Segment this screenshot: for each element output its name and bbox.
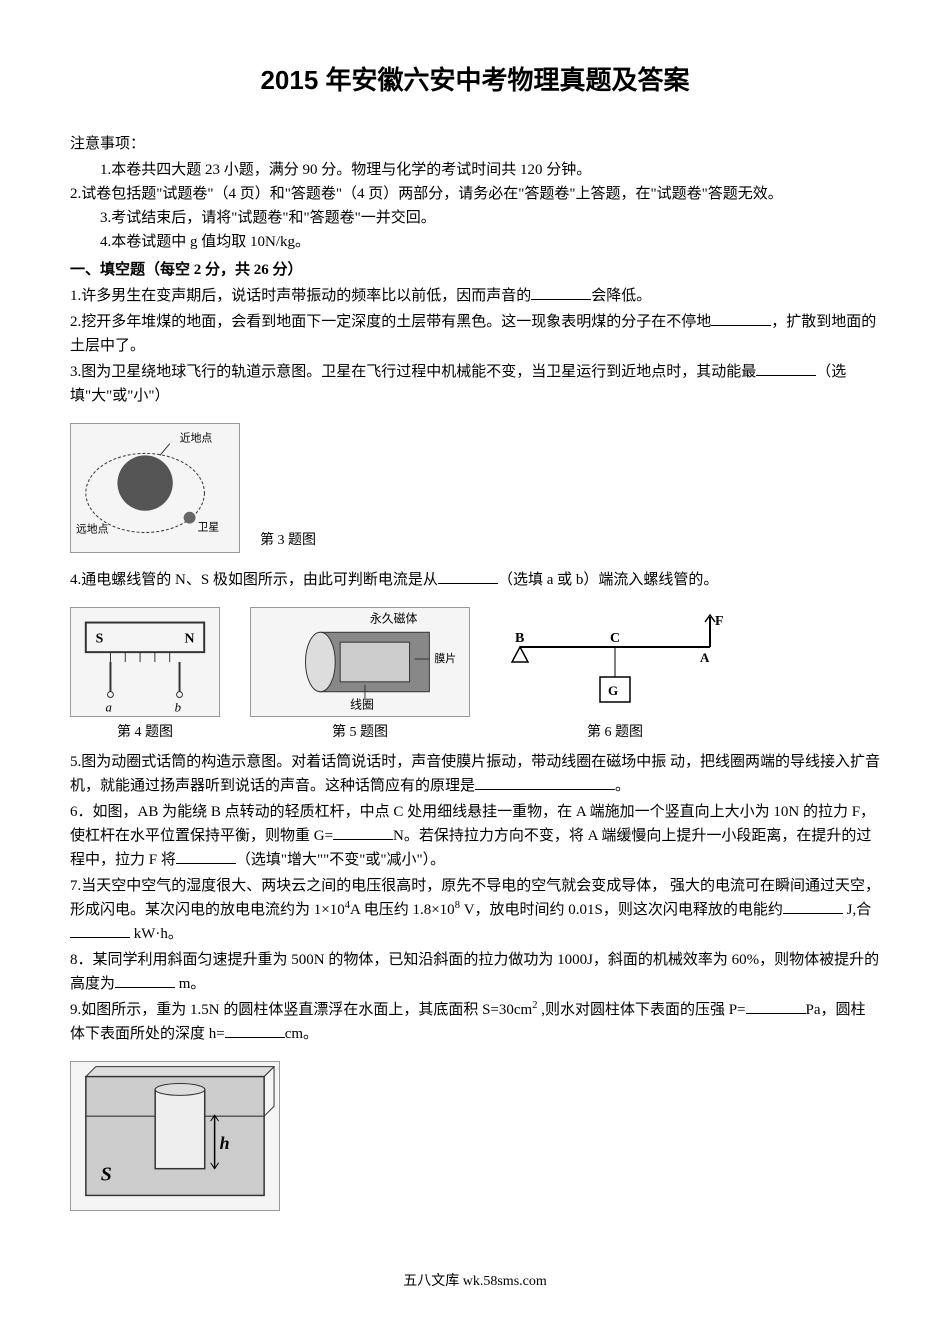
page-title: 2015 年安徽六安中考物理真题及答案 xyxy=(70,60,880,102)
q9-blank-2 xyxy=(225,1023,285,1038)
q2-pre: 2.挖开多年堆煤的地面，会看到地面下一定深度的土层带有黑色。这一现象表明煤的分子… xyxy=(70,314,711,330)
q8-blank xyxy=(115,973,175,988)
q7-blank-2 xyxy=(70,923,130,938)
page-footer: 五八文库 wk.58sms.com xyxy=(70,1271,880,1293)
svg-text:S: S xyxy=(101,1164,112,1186)
q4-pre: 4.通电螺线管的 N、S 极如图所示，由此可判断电流是从 xyxy=(70,572,438,588)
q4-blank xyxy=(438,569,498,584)
q9-blank-1 xyxy=(746,999,806,1014)
figure-3: 近地点 远地点 卫星 xyxy=(70,423,240,553)
fig3-far-label: 远地点 xyxy=(76,522,109,535)
q9-p1: 9.如图所示，重为 1.5N 的圆柱体竖直漂浮在水面上，其底面积 S=30cm xyxy=(70,1002,532,1018)
question-3: 3.图为卫星绕地球飞行的轨道示意图。卫星在飞行过程中机械能不变，当卫星运行到近地… xyxy=(70,360,880,408)
q6-blank-2 xyxy=(176,849,236,864)
svg-text:S: S xyxy=(96,630,104,645)
q8-post: m。 xyxy=(175,976,205,992)
svg-text:B: B xyxy=(515,631,524,646)
figure-5-image: 永久磁体 膜片 线圈 xyxy=(250,607,470,717)
notice-item-2: 2.试卷包括题"试题卷"（4 页）和"答题卷"（4 页）两部分，请务必在"答题卷… xyxy=(70,182,880,206)
figure-6: B C F G A xyxy=(500,607,730,717)
q7-p4: J,合 xyxy=(843,902,871,918)
question-2: 2.挖开多年堆煤的地面，会看到地面下一定深度的土层带有黑色。这一现象表明煤的分子… xyxy=(70,310,880,358)
figure-9-image: S h xyxy=(70,1061,280,1211)
figure-4-image: S N a b xyxy=(70,607,220,717)
svg-text:G: G xyxy=(608,683,618,698)
figure-4: S N a b xyxy=(70,607,220,717)
notice-item-1: 1.本卷共四大题 23 小题，满分 90 分。物理与化学的考试时间共 120 分… xyxy=(70,158,880,182)
figures-4-5-6-row: S N a b 永久磁体 膜片 xyxy=(70,607,880,717)
figure-5-caption: 第 5 题图 xyxy=(250,722,470,744)
q7-p3: V，放电时间约 0.01S，则这次闪电释放的电能约 xyxy=(460,902,783,918)
fig3-near-label: 近地点 xyxy=(180,431,213,444)
q1-post: 会降低。 xyxy=(591,288,651,304)
figure-3-image: 近地点 远地点 卫星 xyxy=(70,423,240,553)
svg-text:h: h xyxy=(220,1133,230,1153)
svg-text:A: A xyxy=(700,650,710,665)
question-8: 8．某同学利用斜面匀速提升重为 500N 的物体，已知沿斜面的拉力做功为 100… xyxy=(70,948,880,996)
notice-heading: 注意事项： xyxy=(70,132,880,156)
question-7: 7.当天空中空气的湿度很大、两块云之间的电压很高时，原先不导电的空气就会变成导体… xyxy=(70,874,880,946)
q5-post: 。 xyxy=(615,778,630,794)
q4-post: （选填 a 或 b）端流入螺线管的。 xyxy=(498,572,718,588)
q6-p2-post: （选填"增大""不变"或"减小"）。 xyxy=(236,852,445,868)
figure-6-image: B C F G A xyxy=(500,607,730,717)
svg-text:N: N xyxy=(184,630,194,645)
q7-p2: A 电压约 1.8×10 xyxy=(350,902,455,918)
svg-text:b: b xyxy=(175,700,182,714)
q6-blank-1 xyxy=(333,825,393,840)
figure-9-row: S h xyxy=(70,1061,880,1211)
q1-blank xyxy=(531,285,591,300)
q5-blank xyxy=(475,775,615,790)
notice-item-3: 3.考试结束后，请将"试题卷"和"答题卷"一并交回。 xyxy=(70,206,880,230)
section-1-heading: 一、填空题（每空 2 分，共 26 分） xyxy=(70,258,880,282)
svg-text:a: a xyxy=(106,700,112,714)
figure-4-caption: 第 4 题图 xyxy=(70,722,220,744)
figure-6-caption: 第 6 题图 xyxy=(500,722,730,744)
figure-5: 永久磁体 膜片 线圈 xyxy=(250,607,470,717)
figure-3-caption: 第 3 题图 xyxy=(260,530,316,552)
q1-pre: 1.许多男生在变声期后，说话时声带振动的频率比以前低，因而声音的 xyxy=(70,288,531,304)
q7-p5: kW·h。 xyxy=(130,926,183,942)
svg-text:线圈: 线圈 xyxy=(350,697,374,711)
q3-pre: 3.图为卫星绕地球飞行的轨道示意图。卫星在飞行过程中机械能不变，当卫星运行到近地… xyxy=(70,364,756,380)
fig3-sat-label: 卫星 xyxy=(197,520,219,533)
question-6: 6．如图，AB 为能绕 B 点转动的轻质杠杆，中点 C 处用细线悬挂一重物，在 … xyxy=(70,800,880,872)
q7-blank-1 xyxy=(783,899,843,914)
question-1: 1.许多男生在变声期后，说话时声带振动的频率比以前低，因而声音的 会降低。 xyxy=(70,284,880,308)
svg-text:永久磁体: 永久磁体 xyxy=(370,611,418,625)
svg-text:F: F xyxy=(715,614,724,629)
q9-p2: ,则水对圆柱体下表面的压强 P= xyxy=(537,1002,745,1018)
svg-text:C: C xyxy=(610,631,620,646)
svg-text:膜片: 膜片 xyxy=(434,652,456,665)
question-4: 4.通电螺线管的 N、S 极如图所示，由此可判断电流是从 （选填 a 或 b）端流… xyxy=(70,568,880,592)
notice-item-4: 4.本卷试题中 g 值均取 10N/kg。 xyxy=(70,230,880,254)
q9-p4: cm。 xyxy=(285,1026,318,1042)
question-5: 5.图为动圈式话筒的构造示意图。对着话筒说话时，声音使膜片振动，带动线圈在磁场中… xyxy=(70,750,880,798)
figure-3-row: 近地点 远地点 卫星 第 3 题图 xyxy=(70,423,880,553)
question-9: 9.如图所示，重为 1.5N 的圆柱体竖直漂浮在水面上，其底面积 S=30cm2… xyxy=(70,998,880,1046)
q2-blank xyxy=(711,311,771,326)
captions-4-5-6: 第 4 题图 第 5 题图 第 6 题图 xyxy=(70,722,880,744)
figure-9: S h xyxy=(70,1061,280,1211)
notice-block: 注意事项： 1.本卷共四大题 23 小题，满分 90 分。物理与化学的考试时间共… xyxy=(70,132,880,254)
q3-blank xyxy=(756,361,816,376)
